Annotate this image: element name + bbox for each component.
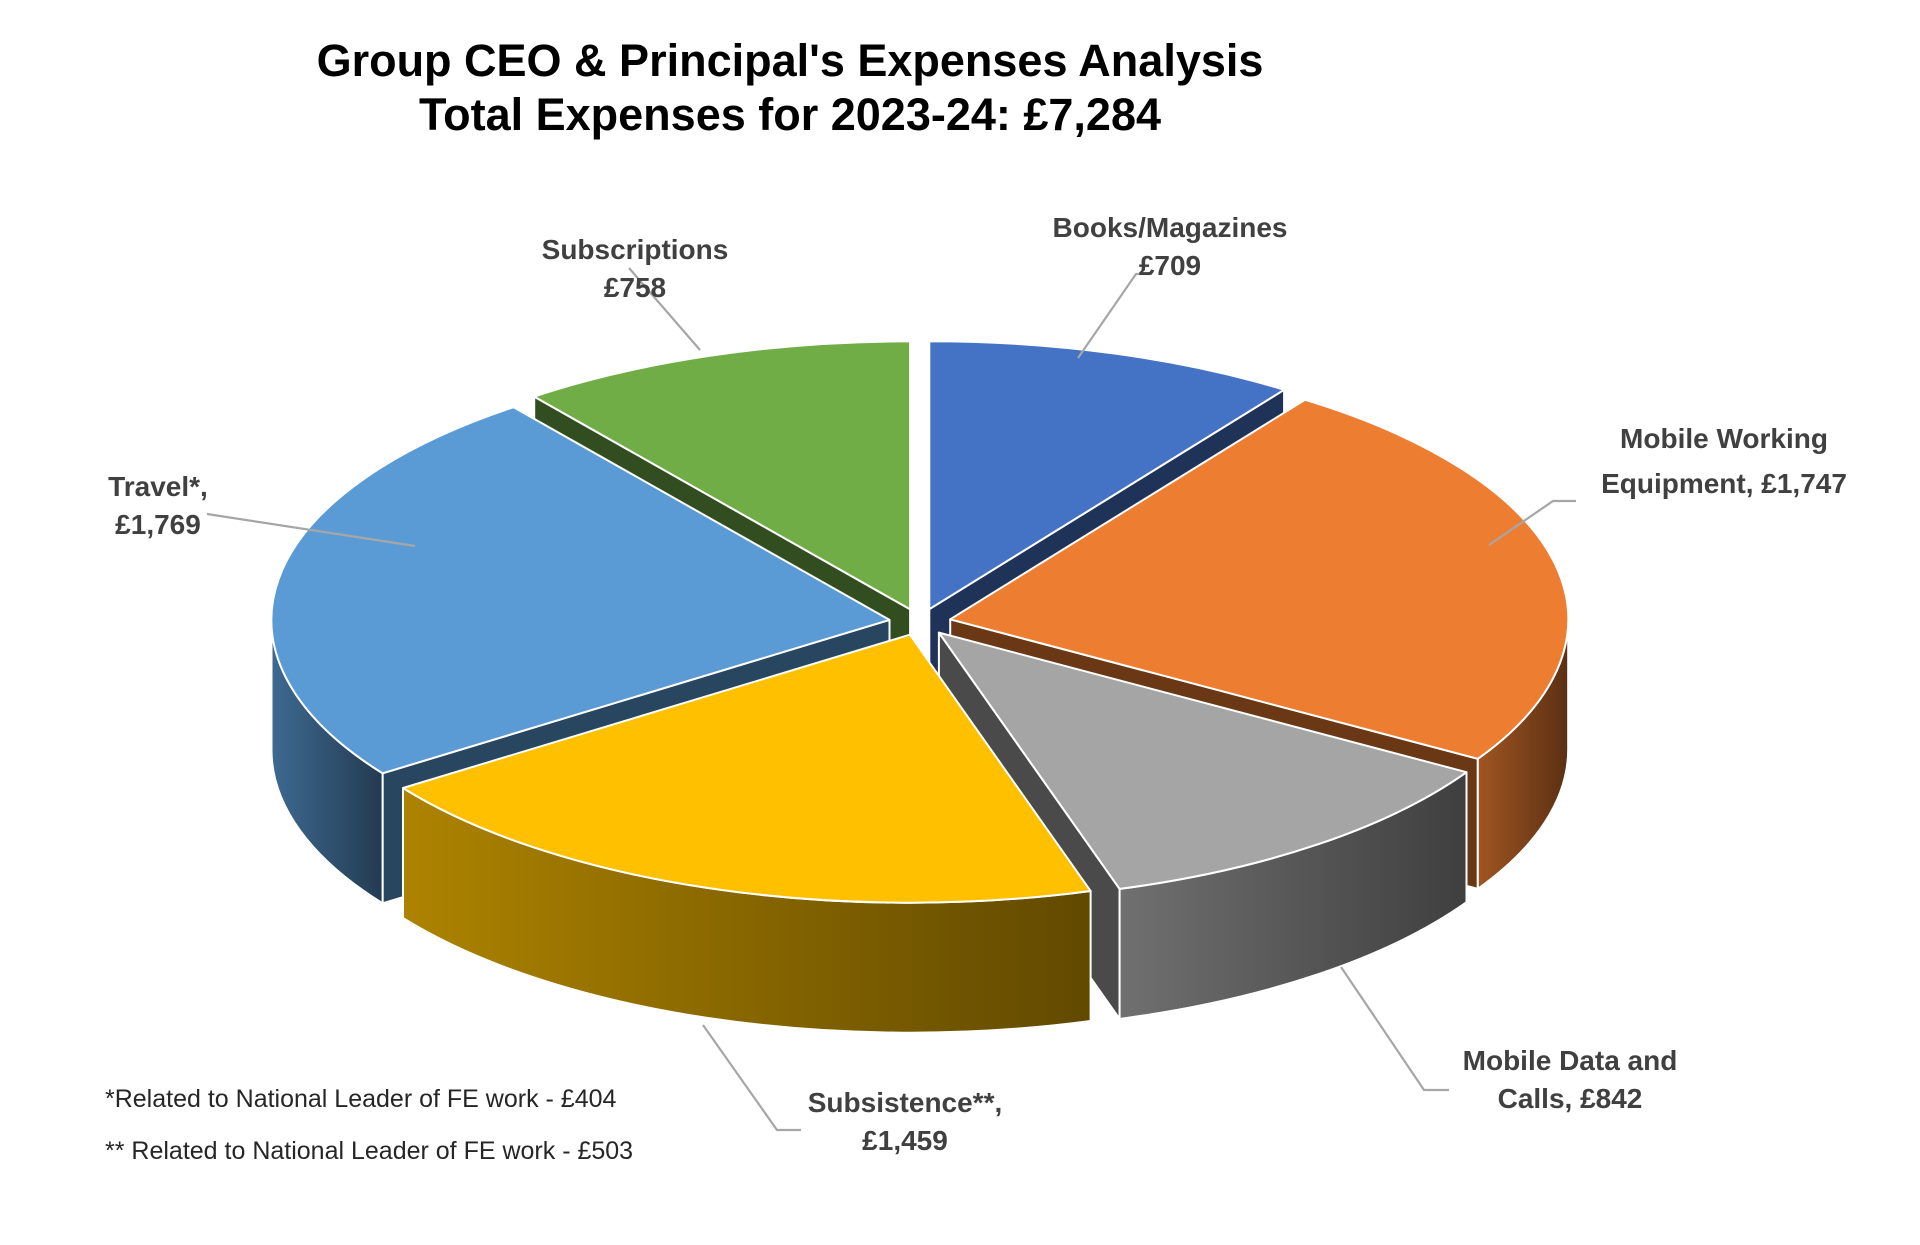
slice-top-mobile-working-equipment — [949, 398, 1570, 760]
leader-line-subscriptions — [628, 267, 701, 351]
slice-label-subsistence: Subsistence**, £1,459 — [808, 1087, 1003, 1156]
slice-top-books-magazines — [928, 340, 1286, 611]
slice-label-books-magazines: Books/Magazines £709 — [1053, 212, 1288, 281]
chart-title-line2: Total Expenses for 2023-24: £7,284 — [419, 89, 1161, 140]
chart-title-line1: Group CEO & Principal's Expenses Analysi… — [317, 35, 1264, 86]
leader-line-books-magazines — [1077, 272, 1152, 359]
slice-label-travel: Travel*, £1,769 — [108, 471, 208, 540]
slice-label-mobile-working-equipment: Mobile Working Equipment, £1,747 — [1601, 423, 1847, 499]
slice-top-subsistence — [402, 633, 1092, 904]
footnote-travel: *Related to National Leader of FE work -… — [105, 1085, 616, 1113]
leader-lines — [206, 267, 1576, 1132]
leader-line-mobile-working-equipment — [1488, 499, 1576, 546]
leader-line-subsistence — [702, 1024, 801, 1132]
slice-top-subscriptions — [533, 340, 912, 611]
slice-label-mobile-data-and-calls: Mobile Data and Calls, £842 — [1463, 1045, 1678, 1114]
slice-labels: Books/Magazines £709 Mobile Working Equipme… — [108, 212, 1847, 1156]
leader-line-travel — [206, 512, 416, 548]
leader-line-mobile-data-and-calls — [1340, 966, 1449, 1092]
pie-body — [270, 340, 1570, 1034]
slice-label-subscriptions: Subscriptions £758 — [542, 234, 729, 303]
slice-top-travel — [270, 406, 891, 775]
footnote-subsistence: ** Related to National Leader of FE work… — [105, 1137, 633, 1165]
slice-top-mobile-data-and-calls — [937, 631, 1468, 890]
